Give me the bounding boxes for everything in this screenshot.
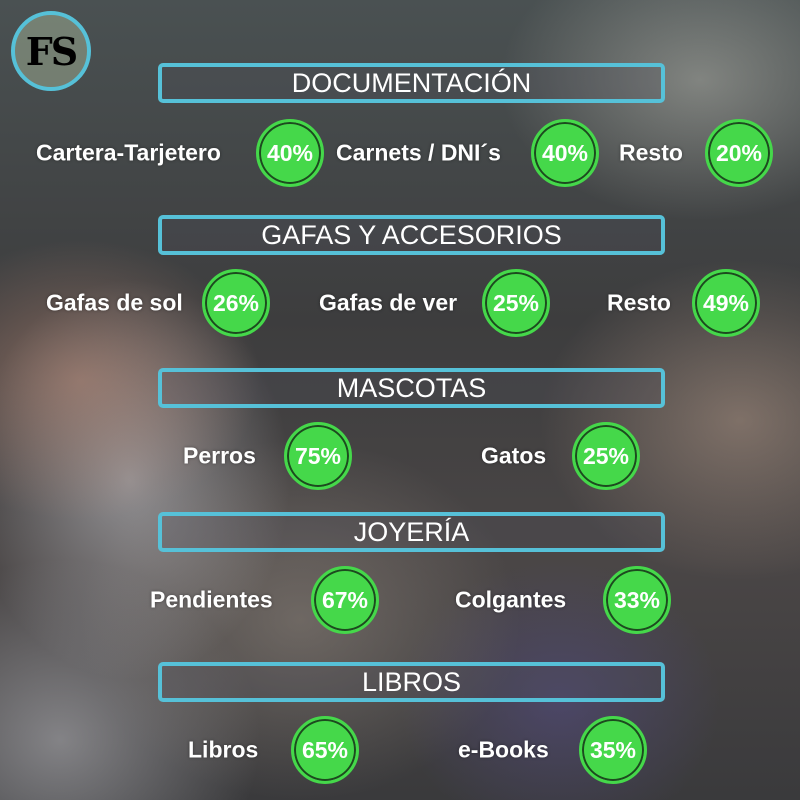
item-label: e-Books	[458, 736, 549, 763]
item-label: Perros	[183, 442, 256, 469]
percent-badge: 26%	[202, 269, 270, 337]
item-label: Cartera-Tarjetero	[36, 139, 221, 166]
percent-badge: 25%	[482, 269, 550, 337]
percent-badge: 49%	[692, 269, 760, 337]
percent-badge: 40%	[256, 119, 324, 187]
percent-badge: 40%	[531, 119, 599, 187]
section-header: GAFAS Y ACCESORIOS	[158, 215, 665, 255]
item-label: Colgantes	[455, 586, 567, 613]
logo: FS	[11, 11, 91, 91]
section-header: MASCOTAS	[158, 368, 665, 408]
item-label: Resto	[607, 289, 671, 316]
percent-badge: 75%	[284, 422, 352, 490]
section-header: JOYERÍA	[158, 512, 665, 552]
item-label: Resto	[619, 139, 683, 166]
item-label: Gafas de sol	[46, 289, 183, 316]
item-label: Gatos	[481, 442, 547, 469]
percent-badge: 20%	[705, 119, 773, 187]
item-label: Pendientes	[150, 586, 273, 613]
percent-badge: 67%	[311, 566, 379, 634]
section-header: DOCUMENTACIÓN	[158, 63, 665, 103]
item-label: Carnets / DNI´s	[336, 139, 501, 166]
item-label: Libros	[188, 736, 259, 763]
item-label: Gafas de ver	[319, 289, 458, 316]
percent-badge: 35%	[579, 716, 647, 784]
section-header: LIBROS	[158, 662, 665, 702]
percent-badge: 25%	[572, 422, 640, 490]
percent-badge: 33%	[603, 566, 671, 634]
percent-badge: 65%	[291, 716, 359, 784]
